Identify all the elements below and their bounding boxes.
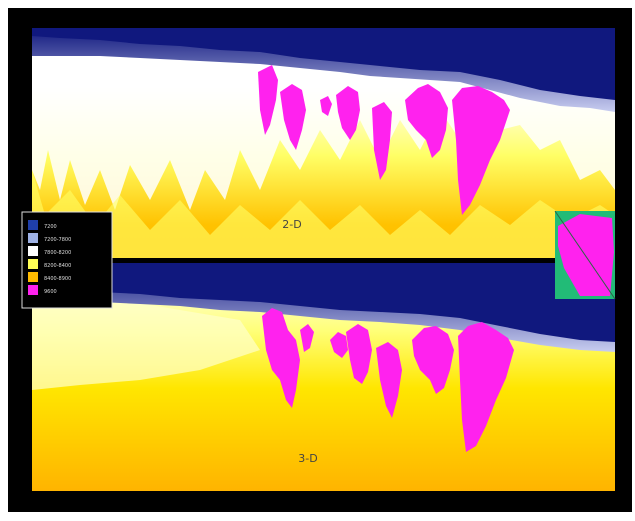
legend-entry: 8400-8900 bbox=[28, 272, 71, 282]
panel-3d-salt-bodies bbox=[262, 308, 514, 452]
legend-label: 9600 bbox=[44, 289, 57, 295]
legend-label: 7200-7800 bbox=[44, 237, 71, 243]
inset-salt bbox=[558, 214, 614, 296]
legend-entries: 7200 7200-7800 7800-8200 8200-8400 8400-8900… bbox=[28, 220, 71, 295]
panel-2d-salt-bodies bbox=[258, 65, 510, 215]
salt-body bbox=[258, 65, 278, 135]
legend-swatch bbox=[28, 272, 38, 282]
legend-entry: 7200 bbox=[28, 220, 57, 230]
panel-2d-yellow-band bbox=[32, 170, 615, 260]
salt-body bbox=[405, 84, 448, 158]
panel-divider bbox=[8, 258, 632, 264]
legend-entry: 7800-8200 bbox=[28, 246, 71, 256]
legend-label: 7200 bbox=[44, 224, 57, 230]
salt-body bbox=[336, 86, 360, 140]
salt-body bbox=[346, 324, 372, 384]
panel-3d-pale-haze bbox=[32, 300, 260, 390]
salt-body bbox=[376, 342, 402, 418]
salt-body bbox=[300, 324, 314, 352]
panel-3d-label: 3-D bbox=[298, 452, 317, 465]
inset-diagonal bbox=[554, 210, 616, 300]
salt-body bbox=[452, 86, 510, 215]
salt-body bbox=[320, 96, 332, 116]
panel-2d: 2-D bbox=[32, 28, 615, 260]
legend-entry: 8200-8400 bbox=[28, 259, 71, 269]
inset-thumbnail bbox=[554, 210, 616, 300]
legend-label: 8200-8400 bbox=[44, 263, 71, 269]
panel-2d-label: 2-D bbox=[282, 218, 301, 231]
salt-body bbox=[330, 332, 348, 358]
legend-swatch bbox=[28, 220, 38, 230]
legend-entry: 9600 bbox=[28, 285, 57, 295]
legend-label: 8400-8900 bbox=[44, 276, 71, 282]
color-legend: 7200 7200-7800 7800-8200 8200-8400 8400-8900… bbox=[21, 211, 113, 309]
panel-3d: 3-D bbox=[32, 263, 615, 491]
panel-3d-water bbox=[32, 263, 615, 342]
panel-2d-water bbox=[32, 28, 615, 100]
legend-entry: 7200-7800 bbox=[28, 233, 71, 243]
legend-swatch bbox=[28, 259, 38, 269]
legend-swatch bbox=[28, 285, 38, 295]
salt-body bbox=[458, 322, 514, 452]
salt-body bbox=[262, 308, 300, 408]
legend-swatch bbox=[28, 246, 38, 256]
legend-swatch bbox=[28, 233, 38, 243]
salt-body bbox=[372, 102, 392, 180]
salt-body bbox=[412, 326, 454, 394]
legend-label: 7800-8200 bbox=[44, 250, 71, 256]
salt-body bbox=[280, 84, 306, 150]
